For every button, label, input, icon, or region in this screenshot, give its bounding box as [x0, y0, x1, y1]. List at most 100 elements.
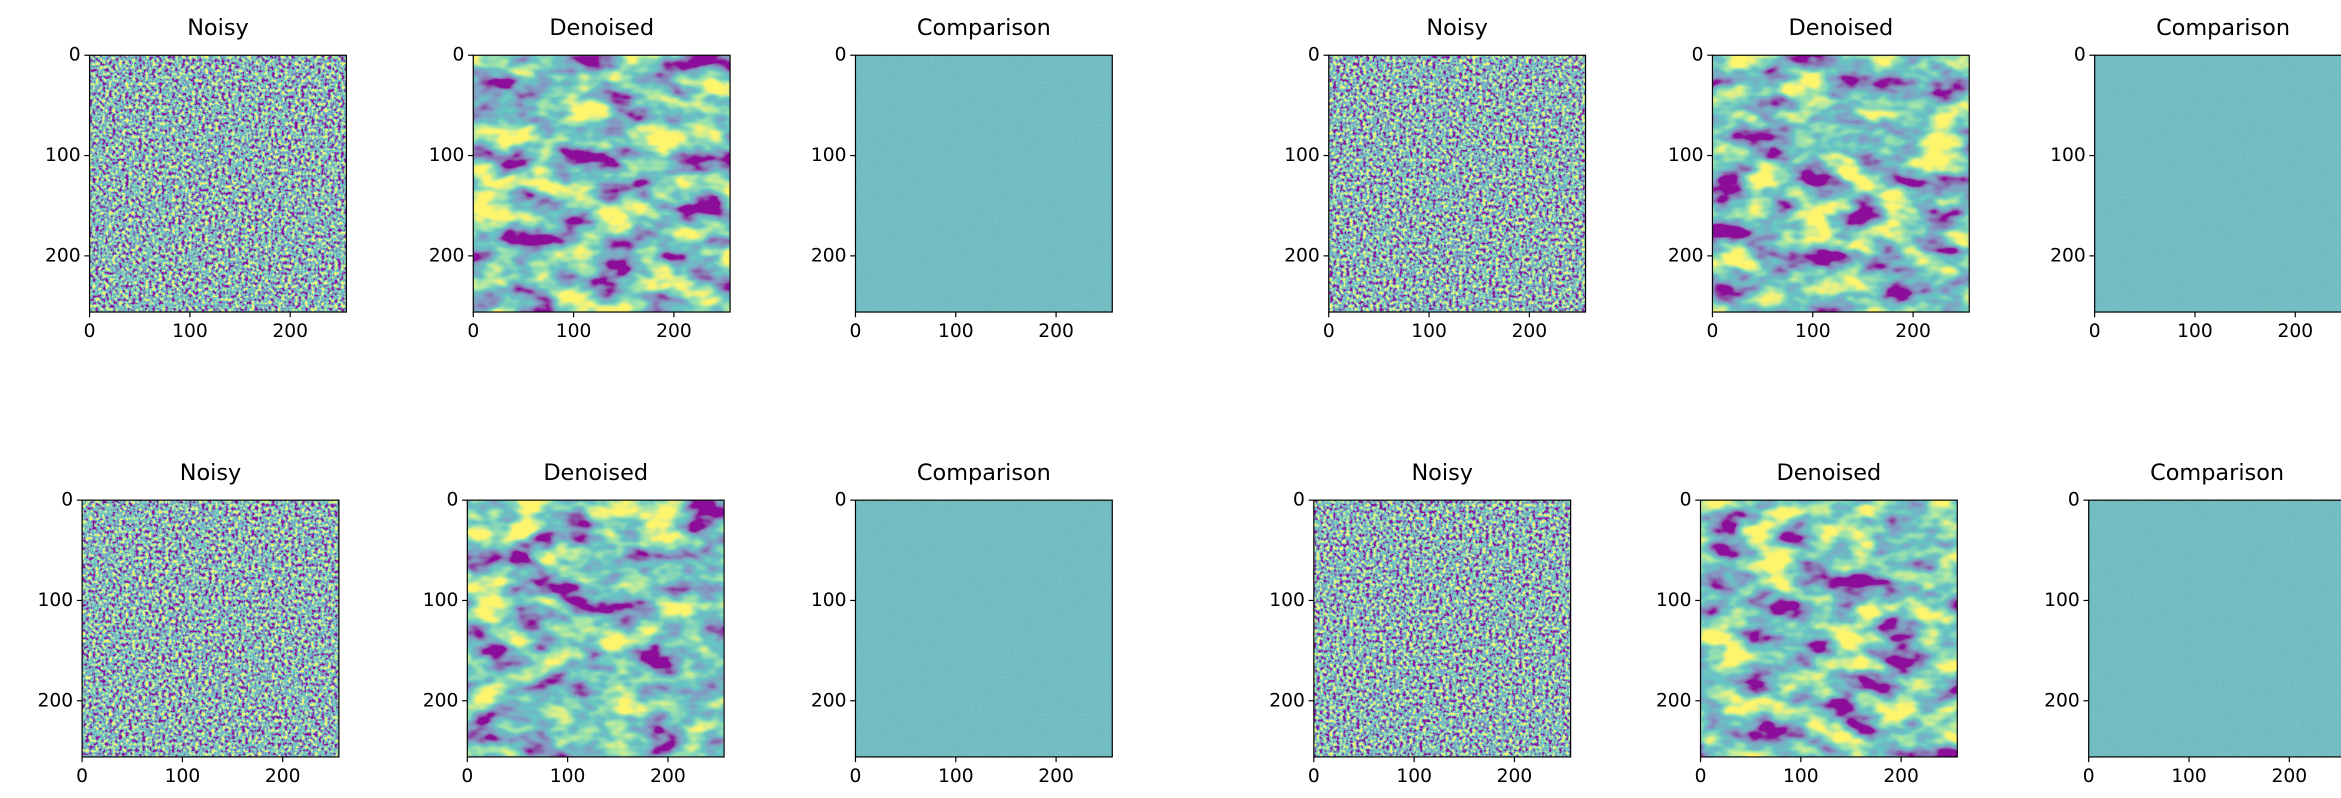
- y-tick-label: 200: [1656, 690, 1692, 711]
- x-tick-label: 0: [850, 321, 862, 342]
- frame: [2094, 54, 2341, 313]
- x-tick-label: 200: [1512, 321, 1548, 342]
- subplot-title: Comparison: [2156, 15, 2290, 41]
- x-tick-label: 200: [1038, 321, 1074, 342]
- y-tick-label: 200: [811, 690, 847, 711]
- x-tick-label: 100: [1396, 766, 1432, 787]
- y-tick-label: 100: [1284, 145, 1320, 166]
- y-tick-label: 100: [2050, 145, 2086, 166]
- x-tick-label: 100: [556, 321, 592, 342]
- image: [82, 500, 339, 757]
- y-tick-label: 100: [38, 590, 74, 611]
- x-tick-label: 200: [265, 766, 301, 787]
- y-tick-label: 100: [1656, 590, 1692, 611]
- x-tick-label: 0: [1308, 766, 1320, 787]
- y-tick-label: 0: [446, 490, 458, 511]
- image: [1313, 500, 1571, 757]
- y-tick-label: 200: [2050, 245, 2086, 266]
- y-tick-label: 100: [811, 590, 847, 611]
- y-tick-label: 200: [1284, 245, 1320, 266]
- image: [2088, 500, 2341, 757]
- x-tick-label: 200: [2272, 766, 2308, 787]
- subplot-title: Noisy: [1411, 460, 1473, 486]
- y-tick-label: 0: [2068, 490, 2080, 511]
- subplot-title: Denoised: [549, 15, 654, 41]
- subplot-title: Comparison: [917, 460, 1051, 486]
- image: [2094, 55, 2341, 313]
- x-tick-label: 0: [2089, 321, 2101, 342]
- x-tick-label: 200: [1038, 766, 1074, 787]
- subplot-title: Noisy: [1426, 15, 1488, 41]
- y-tick-label: 0: [1680, 490, 1692, 511]
- y-tick-label: 100: [429, 145, 465, 166]
- x-tick-label: 0: [2083, 766, 2095, 787]
- y-tick-label: 200: [423, 690, 459, 711]
- x-tick-label: 200: [1895, 321, 1931, 342]
- x-tick-label: 200: [272, 321, 308, 342]
- y-tick-label: 0: [452, 45, 464, 66]
- frame: [1699, 499, 1958, 758]
- y-tick-label: 200: [38, 690, 74, 711]
- y-tick-label: 0: [1308, 45, 1320, 66]
- subplot-title: Noisy: [187, 15, 249, 41]
- y-tick-label: 200: [429, 245, 465, 266]
- subplot-title: Noisy: [180, 460, 242, 486]
- image: [467, 500, 725, 757]
- image: [855, 55, 1113, 313]
- subplot-title: Denoised: [1788, 15, 1893, 41]
- y-tick-label: 100: [1269, 590, 1305, 611]
- frame: [472, 54, 731, 313]
- subplot-title: Comparison: [917, 15, 1051, 41]
- y-tick-label: 0: [1293, 490, 1305, 511]
- frame: [2088, 499, 2341, 758]
- y-tick-label: 200: [811, 245, 847, 266]
- x-tick-label: 100: [938, 766, 974, 787]
- y-tick-label: 0: [835, 45, 847, 66]
- frame: [1711, 54, 1970, 313]
- x-tick-label: 0: [76, 766, 88, 787]
- image: [855, 500, 1113, 757]
- y-tick-label: 0: [61, 490, 73, 511]
- y-tick-label: 200: [2044, 690, 2080, 711]
- y-tick-label: 100: [811, 145, 847, 166]
- x-tick-label: 0: [1323, 321, 1335, 342]
- x-tick-label: 200: [2277, 321, 2313, 342]
- x-tick-label: 0: [467, 321, 479, 342]
- y-tick-label: 100: [45, 145, 81, 166]
- y-tick-label: 100: [1668, 145, 1704, 166]
- x-tick-label: 100: [172, 321, 208, 342]
- x-tick-label: 100: [550, 766, 586, 787]
- x-tick-label: 100: [1795, 321, 1831, 342]
- x-tick-label: 100: [2177, 321, 2213, 342]
- image: [473, 55, 731, 313]
- frame: [1328, 54, 1587, 313]
- frame: [466, 499, 725, 758]
- frame: [88, 54, 347, 313]
- image: [1712, 55, 1970, 313]
- y-tick-label: 0: [69, 45, 81, 66]
- y-tick-label: 200: [45, 245, 81, 266]
- y-tick-label: 0: [2074, 45, 2086, 66]
- x-tick-label: 200: [1497, 766, 1533, 787]
- x-tick-label: 200: [650, 766, 686, 787]
- image: [1328, 55, 1586, 313]
- image: [89, 55, 347, 313]
- frame: [1313, 499, 1572, 758]
- y-tick-label: 100: [2044, 590, 2080, 611]
- frame: [854, 499, 1113, 758]
- x-tick-label: 0: [1695, 766, 1707, 787]
- x-tick-label: 100: [1783, 766, 1819, 787]
- x-tick-label: 100: [165, 766, 201, 787]
- y-tick-label: 100: [423, 590, 459, 611]
- y-tick-label: 200: [1269, 690, 1305, 711]
- y-tick-label: 0: [1692, 45, 1704, 66]
- x-tick-label: 0: [461, 766, 473, 787]
- subplot-title: Denoised: [1777, 460, 1882, 486]
- subplot-title: Comparison: [2150, 460, 2284, 486]
- image: [1700, 500, 1958, 757]
- x-tick-label: 100: [938, 321, 974, 342]
- x-tick-label: 200: [656, 321, 692, 342]
- x-tick-label: 0: [84, 321, 96, 342]
